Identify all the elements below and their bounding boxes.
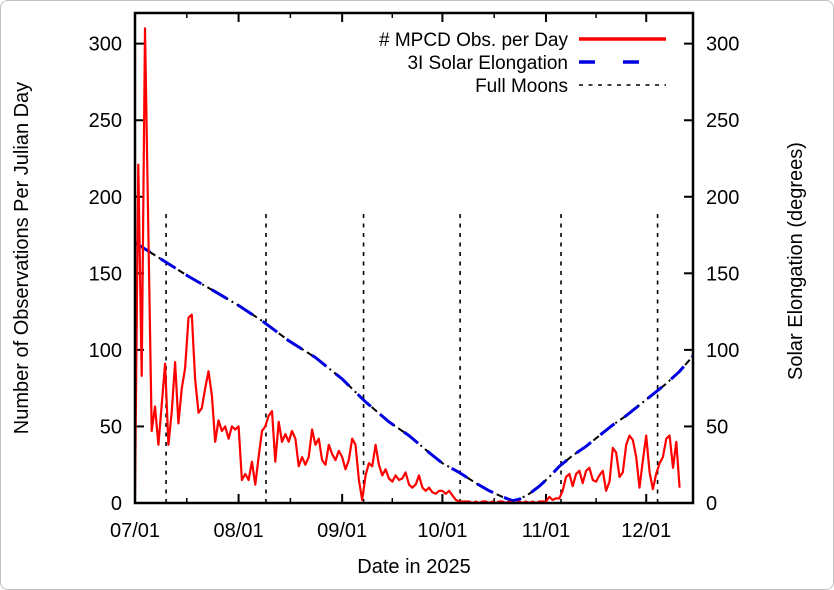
y-tick-label-left: 100 <box>89 340 122 362</box>
x-axis-title: Date in 2025 <box>357 556 470 578</box>
y-tick-label-right: 150 <box>706 263 739 285</box>
x-tick-label: 07/01 <box>110 520 160 542</box>
legend: # MPCD Obs. per Day 3I Solar Elongation … <box>379 30 666 97</box>
y-tick-label-right: 100 <box>706 340 739 362</box>
right-y-axis-title: Solar Elongation (degrees) <box>785 142 807 380</box>
left-y-axis-title: Number of Observations Per Julian Day <box>11 82 33 434</box>
x-tick-label: 11/01 <box>522 520 571 542</box>
obs-line <box>133 27 681 505</box>
legend-label-elongation: 3I Solar Elongation <box>407 53 568 74</box>
y-tick-label-left: 50 <box>100 416 122 438</box>
plot-frame <box>133 11 695 505</box>
y-tick-label-left: 300 <box>89 34 122 56</box>
elongation-line-blue-dashes <box>134 241 695 503</box>
y-tick-label-right: 0 <box>706 493 717 515</box>
x-tick-label: 12/01 <box>621 520 671 542</box>
y-tick-label-left: 0 <box>111 493 122 515</box>
elongation-line-black-dashdot <box>134 241 694 502</box>
elongation-series-line <box>134 241 695 503</box>
y-tick-label-right: 50 <box>706 416 728 438</box>
legend-label-full-moons: Full Moons <box>475 76 568 97</box>
axis-tick-labels: 0 0 50 50 100 100 150 150 200 200 250 250 300 300 07/0… <box>89 34 740 542</box>
full-moon-lines <box>165 212 659 503</box>
y-tick-label-right: 300 <box>706 34 739 56</box>
obs-series-line <box>133 27 681 505</box>
x-tick-label: 10/01 <box>417 520 467 542</box>
y-tick-label-left: 150 <box>89 263 122 285</box>
y-tick-label-right: 200 <box>706 187 739 209</box>
y-tick-label-left: 200 <box>89 187 122 209</box>
y-tick-label-right: 250 <box>706 110 739 132</box>
legend-label-obs: # MPCD Obs. per Day <box>379 30 568 51</box>
x-tick-label: 09/01 <box>317 520 367 542</box>
axis-ticks <box>134 13 693 504</box>
x-tick-label: 08/01 <box>214 520 264 542</box>
y-tick-label-left: 250 <box>89 110 122 132</box>
